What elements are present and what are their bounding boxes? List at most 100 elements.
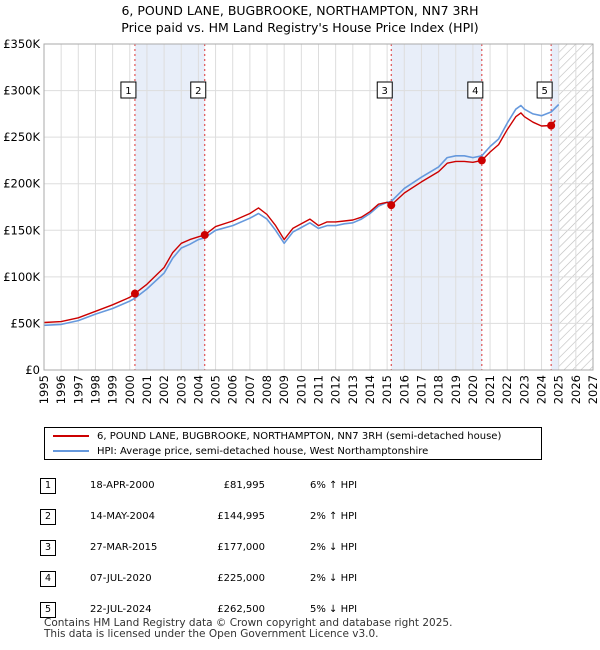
sale-label-box bbox=[376, 81, 393, 99]
x-tick-label: 2022 bbox=[500, 375, 514, 404]
footer: Contains HM Land Registry data © Crown c… bbox=[44, 618, 452, 640]
x-tick-label: 2003 bbox=[174, 375, 188, 404]
hpi-series-line bbox=[43, 103, 560, 327]
y-tick-label: £150K bbox=[3, 223, 40, 237]
table-row: 2 14-MAY-2004 £144,995 2% ↑ HPI bbox=[40, 501, 357, 532]
sale-label-text: 5 bbox=[541, 86, 547, 97]
sale-point bbox=[547, 121, 556, 130]
sale-label-box bbox=[190, 81, 207, 99]
x-tick-label: 2027 bbox=[586, 375, 600, 404]
legend-label-hpi: HPI: Average price, semi-detached house,… bbox=[97, 446, 429, 457]
sale-hpi-diff: 5% ↓ HPI bbox=[310, 604, 358, 615]
x-tick-label: 2017 bbox=[414, 375, 428, 404]
price-series-line bbox=[43, 112, 556, 324]
sale-number-badge: 5 bbox=[40, 601, 56, 618]
y-tick-label: £300K bbox=[3, 84, 40, 98]
sale-price: £81,995 bbox=[223, 480, 265, 491]
table-row: 4 07-JUL-2020 £225,000 2% ↓ HPI bbox=[40, 563, 357, 594]
sale-label-box bbox=[536, 81, 553, 99]
x-tick-label: 2026 bbox=[569, 375, 583, 404]
sale-label-text: 1 bbox=[125, 86, 131, 97]
x-tick-label: 2001 bbox=[140, 375, 154, 404]
sale-hpi-diff: 2% ↓ HPI bbox=[310, 542, 358, 553]
y-tick-label: £350K bbox=[3, 37, 40, 51]
legend-swatch-blue bbox=[53, 450, 89, 452]
y-tick-label: £250K bbox=[3, 130, 40, 144]
sale-label-text: 3 bbox=[382, 86, 388, 97]
x-tick-label: 2015 bbox=[380, 375, 394, 404]
chart-legend: 6, POUND LANE, BUGBROOKE, NORTHAMPTON, N… bbox=[44, 427, 542, 460]
x-tick-label: 2005 bbox=[209, 375, 223, 404]
y-tick-label: £200K bbox=[3, 177, 40, 191]
sale-label-text: 2 bbox=[195, 86, 201, 97]
plot-frame bbox=[43, 43, 594, 371]
x-tick-label: 2006 bbox=[226, 375, 240, 404]
x-tick-label: 2013 bbox=[346, 375, 360, 404]
ownership-shade bbox=[391, 44, 482, 370]
x-tick-label: 2024 bbox=[535, 375, 549, 404]
y-tick-label: £100K bbox=[3, 270, 40, 284]
sale-number-badge: 3 bbox=[40, 539, 56, 556]
x-tick-label: 2025 bbox=[552, 375, 566, 404]
sale-price: £177,000 bbox=[217, 542, 265, 553]
sale-date: 18-APR-2000 bbox=[90, 480, 155, 491]
sale-date: 07-JUL-2020 bbox=[90, 573, 152, 584]
sales-table: 1 18-APR-2000 £81,995 6% ↑ HPI 2 14-MAY-… bbox=[40, 470, 357, 625]
x-tick-label: 2002 bbox=[157, 375, 171, 404]
sale-hpi-diff: 2% ↑ HPI bbox=[310, 511, 358, 522]
table-row: 1 18-APR-2000 £81,995 6% ↑ HPI bbox=[40, 470, 357, 501]
x-tick-label: 2012 bbox=[329, 375, 343, 404]
sale-label-box bbox=[120, 81, 137, 99]
footer-licence: This data is licensed under the Open Gov… bbox=[44, 628, 379, 640]
sale-number-badge: 1 bbox=[40, 477, 56, 494]
x-tick-label: 1998 bbox=[88, 375, 102, 404]
x-tick-label: 1995 bbox=[37, 375, 51, 404]
sale-hpi-diff: 6% ↑ HPI bbox=[310, 480, 358, 491]
sale-label-text: 4 bbox=[472, 86, 478, 97]
chart-title-line1: 6, POUND LANE, BUGBROOKE, NORTHAMPTON, N… bbox=[121, 3, 479, 18]
y-tick-label: £50K bbox=[11, 316, 41, 330]
chart-title-line2: Price paid vs. HM Land Registry's House … bbox=[121, 20, 479, 35]
x-tick-label: 2000 bbox=[123, 375, 137, 404]
table-row: 5 22-JUL-2024 £262,500 5% ↓ HPI bbox=[40, 594, 357, 625]
x-tick-label: 2021 bbox=[483, 375, 497, 404]
sale-date: 27-MAR-2015 bbox=[90, 542, 158, 553]
sale-price: £262,500 bbox=[217, 604, 265, 615]
x-tick-label: 2010 bbox=[294, 375, 308, 404]
legend-label-property: 6, POUND LANE, BUGBROOKE, NORTHAMPTON, N… bbox=[97, 431, 502, 442]
sale-date: 22-JUL-2024 bbox=[90, 604, 152, 615]
x-tick-label: 1996 bbox=[54, 375, 68, 404]
sale-point bbox=[387, 201, 396, 210]
y-tick-label: £0 bbox=[25, 363, 40, 377]
x-tick-label: 2020 bbox=[466, 375, 480, 404]
x-tick-label: 2018 bbox=[432, 375, 446, 404]
sale-price: £225,000 bbox=[217, 573, 265, 584]
table-row: 3 27-MAR-2015 £177,000 2% ↓ HPI bbox=[40, 532, 357, 563]
x-tick-label: 2007 bbox=[243, 375, 257, 404]
x-tick-label: 2009 bbox=[277, 375, 291, 404]
legend-item-property: 6, POUND LANE, BUGBROOKE, NORTHAMPTON, N… bbox=[53, 430, 501, 444]
legend-item-hpi: HPI: Average price, semi-detached house,… bbox=[53, 445, 428, 459]
sale-number-badge: 4 bbox=[40, 570, 56, 587]
x-tick-label: 2011 bbox=[312, 375, 326, 404]
sale-label-box bbox=[467, 81, 484, 99]
sale-date: 14-MAY-2004 bbox=[90, 511, 156, 522]
x-tick-label: 2008 bbox=[260, 375, 274, 404]
legend-swatch-red bbox=[53, 435, 89, 437]
sale-point bbox=[200, 230, 209, 239]
x-tick-label: 2016 bbox=[397, 375, 411, 404]
footer-copyright: Contains HM Land Registry data © Crown c… bbox=[44, 617, 453, 629]
sale-number-badge: 2 bbox=[40, 508, 56, 525]
price-chart: 1 2 3 4 5 £0 £50K £100K £150K £200K £250K £300K £35… bbox=[3, 37, 600, 404]
sale-point bbox=[130, 289, 139, 298]
x-tick-label: 1997 bbox=[71, 375, 85, 404]
ownership-shade bbox=[551, 44, 559, 370]
sale-price: £144,995 bbox=[217, 511, 265, 522]
x-tick-label: 2023 bbox=[517, 375, 531, 404]
x-tick-label: 2004 bbox=[191, 375, 205, 404]
x-tick-label: 2014 bbox=[363, 375, 377, 404]
x-tick-label: 1999 bbox=[106, 375, 120, 404]
sale-point bbox=[477, 156, 486, 165]
x-tick-label: 2019 bbox=[449, 375, 463, 404]
sale-hpi-diff: 2% ↓ HPI bbox=[310, 573, 358, 584]
